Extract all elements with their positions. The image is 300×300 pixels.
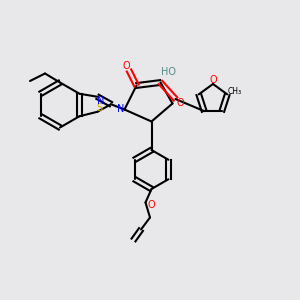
Text: CH₃: CH₃ xyxy=(228,87,242,96)
Text: N: N xyxy=(97,96,104,106)
Text: S: S xyxy=(96,103,102,113)
Text: N: N xyxy=(117,104,124,115)
Text: O: O xyxy=(122,61,130,71)
Text: O: O xyxy=(147,200,155,210)
Text: HO: HO xyxy=(160,67,175,77)
Text: O: O xyxy=(209,75,217,85)
Text: O: O xyxy=(176,98,184,109)
